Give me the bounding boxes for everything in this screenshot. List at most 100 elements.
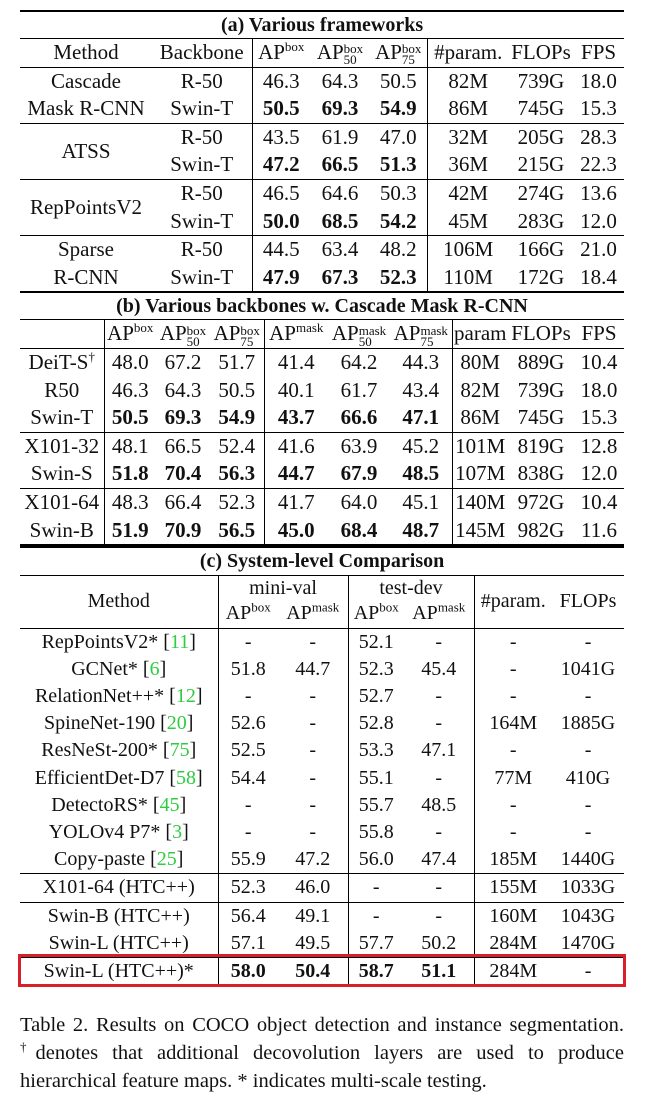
flops-cell: - — [584, 793, 592, 816]
param-cell: 140M — [451, 487, 508, 517]
td-mask-cell: - — [435, 820, 443, 843]
method-cell: YOLOv4 P7* [3] — [48, 820, 189, 843]
tables-wrapper: (a) Various frameworks Method Backbone A… — [20, 10, 625, 988]
apb50-cell: 70.4 — [164, 461, 202, 486]
table-caption: Table 2. Results on COCO object detectio… — [20, 1014, 625, 1092]
apb-cell: 48.1 — [103, 431, 156, 461]
fps-cell: 11.6 — [574, 516, 624, 547]
apm-cell: 41.7 — [263, 487, 328, 517]
flops-cell: - — [584, 684, 592, 707]
table-c-header-row-1: Method mini-val test-dev #param. FLOPs — [20, 575, 625, 628]
method-label: ResNeSt-200* — [41, 739, 158, 762]
apm75-cell: 43.4 — [402, 377, 440, 402]
backbone-cell: Swin-T — [170, 208, 234, 233]
citation-link[interactable]: 25 — [156, 848, 177, 871]
apm50-cell: 64.0 — [328, 487, 390, 517]
table-b-caption: (b) Various backbones w. Cascade Mask R-… — [20, 291, 624, 320]
apm-cell: 40.1 — [263, 376, 328, 405]
flops-cell: 410G — [565, 766, 611, 789]
method-cell: SpineNet-190 [20] — [44, 712, 194, 735]
param-cell: 164M — [473, 710, 552, 738]
flops-cell: 819G — [508, 431, 574, 461]
param-cell: 110M — [426, 263, 509, 292]
ap-cell: 50.5 — [251, 95, 310, 124]
header-minival: mini-val — [217, 575, 348, 601]
fps-cell: 10.4 — [574, 347, 624, 377]
table-row: Swin-T 50.5 69.3 54.9 43.7 66.6 47.1 86M 745G 15.… — [20, 404, 624, 433]
td-box-cell: 52.1 — [347, 627, 404, 656]
td-mask-cell: - — [435, 712, 443, 735]
table-various-backbones: (b) Various backbones w. Cascade Mask R-… — [20, 291, 624, 547]
header-blank — [20, 319, 104, 349]
fps-cell: 15.3 — [580, 96, 617, 121]
apb75-cell: 52.4 — [210, 431, 264, 461]
param-cell: 155M — [473, 873, 552, 903]
param-cell: - — [473, 791, 552, 819]
td-box-cell: 56.0 — [347, 846, 404, 874]
citation-link[interactable]: 12 — [175, 684, 196, 707]
ap50-cell: 61.9 — [310, 122, 370, 152]
method-label: RepPointsV2* — [41, 630, 159, 653]
backbone-cell: DeiT-S† — [20, 347, 104, 377]
method-cell: RepPointsV2* [11] — [20, 627, 218, 656]
table-row: RelationNet++* [12] - -52.7- - - — [20, 682, 624, 711]
ap50-cell: 64.6 — [310, 178, 370, 208]
table-row: X101-64 (HTC++) 52.3 46.0- -155M 1033G — [20, 873, 625, 903]
td-box-cell: 52.7 — [347, 682, 404, 711]
fps-cell: 18.4 — [580, 264, 617, 289]
fps-cell: 15.3 — [580, 405, 618, 430]
mv-mask-cell: - — [309, 793, 317, 816]
ap75-cell: 52.3 — [379, 264, 417, 289]
table-row: X101-32 48.1 66.5 52.4 41.6 63.9 45.2 101M 819G 1… — [20, 431, 624, 461]
method-cell: RepPointsV2 — [20, 178, 152, 236]
apb-cell: 51.9 — [103, 516, 156, 547]
param-cell: 82M — [451, 376, 508, 405]
highlight-box — [18, 954, 627, 988]
header-ap75-box: AP box 75 — [370, 38, 427, 68]
ap75-cell: 47.0 — [370, 122, 427, 152]
header-backbone: Backbone — [152, 38, 252, 68]
ap50-cell: 64.3 — [310, 66, 370, 96]
fps-cell: 21.0 — [573, 235, 625, 264]
flops-cell: - — [552, 956, 625, 988]
citation-link[interactable]: 6 — [149, 657, 160, 680]
header-flops: FLOPs — [509, 38, 573, 68]
header-apb50: AP box 50 — [156, 319, 210, 349]
method-cell: Sparse R-CNN — [20, 235, 152, 292]
table-row: Swin-T 47.2 66.5 51.3 36M 215G 22.3 — [20, 151, 624, 180]
citation-link[interactable]: 58 — [176, 766, 197, 789]
apm-cell: 41.4 — [263, 347, 328, 377]
dagger-mark: † — [88, 348, 95, 364]
param-cell: 86M — [451, 404, 508, 433]
citation-link[interactable]: 75 — [169, 739, 190, 762]
header-method: Method — [20, 38, 152, 68]
table-b-header-row: APbox AP box 50 AP box 75 APmask AP mask 50 AP… — [20, 319, 624, 349]
fps-cell: 12.0 — [580, 208, 617, 233]
table-row: EfficientDet-D7 [58] 54.4 - 55.1 - 77M 410G — [20, 764, 624, 792]
param-cell: 160M — [473, 901, 552, 930]
mv-mask-cell: 47.2 — [295, 848, 331, 871]
mv-mask-cell: - — [309, 766, 317, 789]
ap75-cell: 50.5 — [370, 66, 427, 96]
citation-link[interactable]: 3 — [172, 820, 183, 843]
citation-link[interactable]: 20 — [166, 712, 187, 735]
citation-link[interactable]: 45 — [159, 793, 180, 816]
td-box-cell: 58.7 — [347, 956, 404, 988]
method-line: R-CNN — [53, 264, 119, 289]
flops-cell: 838G — [517, 461, 565, 486]
flops-cell: 215G — [517, 152, 565, 177]
fps-cell: 12.0 — [580, 461, 618, 486]
method-cell: Swin-L (HTC++) — [48, 931, 189, 954]
apb50-cell: 66.4 — [156, 487, 210, 517]
citation-link[interactable]: 11 — [169, 630, 190, 653]
mv-mask-cell: 49.5 — [295, 931, 331, 954]
header-apm50: AP mask 50 — [328, 319, 390, 349]
table-row: SpineNet-190 [20] 52.6 - 52.8 - 164M 1885G — [20, 710, 624, 738]
fps-cell: 22.3 — [580, 152, 617, 177]
mv-box-cell: 55.9 — [217, 846, 278, 874]
backbone-cell: Swin-T — [170, 96, 234, 121]
header-ap-box: APbox — [251, 38, 310, 68]
header-fps: FPS — [574, 319, 624, 349]
table-row: GCNet* [6] 51.8 44.7 52.3 45.4-1041G — [20, 655, 624, 683]
mv-box-cell: 52.6 — [217, 710, 278, 738]
